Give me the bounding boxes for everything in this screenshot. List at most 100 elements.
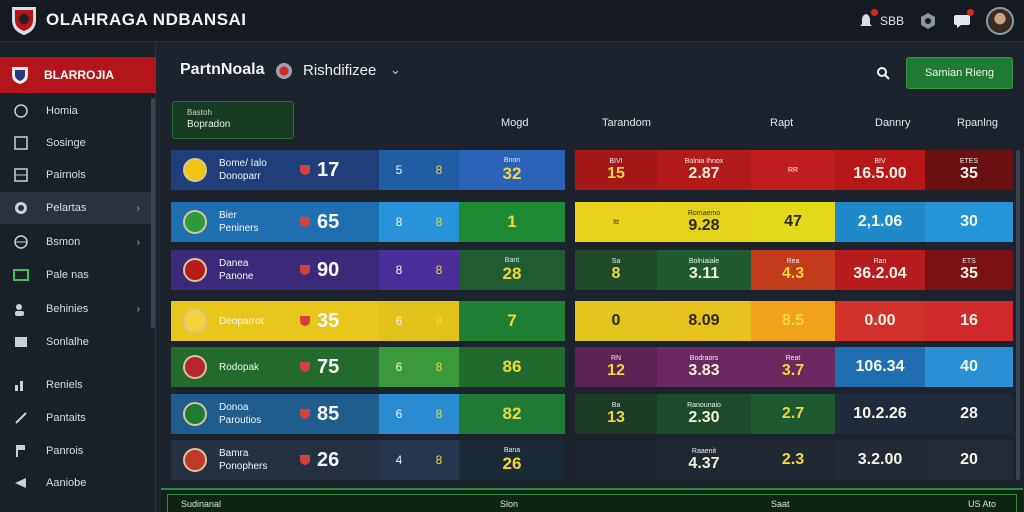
stat-cell: 40	[925, 347, 1013, 387]
column-header-rpanlng[interactable]: Rpanlng	[957, 117, 998, 129]
table-row[interactable]: Deoparrot 35 6 8 7	[171, 301, 565, 341]
score-cell: 35	[291, 301, 379, 341]
column-header-mogd[interactable]: Mogd	[501, 117, 529, 129]
sidebar-item[interactable]: Pantaits	[0, 402, 152, 434]
table-row[interactable]: BIVI 15 Bolnia Ihnox 2.87 RR BIV 16.5.00 ETES 35	[575, 150, 1013, 190]
team-flag-icon	[300, 165, 310, 175]
score-cell: 17	[291, 150, 379, 190]
stat-label: Sa	[611, 257, 621, 265]
pair-a: 5	[395, 163, 403, 177]
score-value: 90	[317, 258, 340, 281]
stat-cell: 3.2.00	[835, 440, 925, 480]
table-row[interactable]: Bome/ Ialo Donoparr 17 5 8 Bnon 32	[171, 150, 565, 190]
team-names: Bamra Ponophers	[219, 447, 267, 473]
pair-a: 4	[395, 453, 403, 467]
team-names: Deoparrot	[219, 315, 263, 328]
stat-label: RR	[787, 166, 799, 174]
stat-value: 8.09	[688, 312, 720, 329]
sidebar-item[interactable]: Panrois	[0, 435, 152, 467]
mogd-cell: Bana 26	[459, 440, 565, 480]
column-header-tarandom[interactable]: Tarandom	[602, 117, 651, 129]
stat-value: 3.11	[688, 264, 720, 282]
mogd-value: 1	[507, 212, 517, 231]
team-name-2: Donoparr	[219, 171, 261, 182]
table-row[interactable]: Sa 8 Bolniaiale 3.11 Rea 4.3 Ran 36.2.04 ETS 35	[575, 250, 1013, 290]
chevron-right-icon: ›	[136, 236, 140, 248]
sidebar-item[interactable]: Sonlalhe	[0, 326, 152, 358]
table-row[interactable]: Raaenit 4.37 2.3 3.2.00 20	[575, 440, 1013, 480]
stat-value: 0.00	[864, 312, 896, 329]
stat-label: Rea	[786, 257, 800, 265]
stat-cell: Romaemo 9.28	[657, 202, 751, 242]
stat-cell: 10.2.26	[835, 394, 925, 434]
team-cell: Donoa Paroutios	[171, 394, 291, 434]
sidebar-item-label: Pantaits	[46, 412, 86, 424]
action-button[interactable]: Samian Rieng	[906, 57, 1013, 89]
score-value: 35	[317, 309, 340, 332]
column-header-rapt[interactable]: Rapt	[770, 117, 794, 129]
pair-b: 8	[435, 163, 443, 177]
sidebar-item-label: Sonlalhe	[46, 336, 89, 348]
sidebar-item-label: Homia	[46, 105, 78, 117]
team-flag-icon	[300, 316, 310, 326]
search-icon[interactable]	[872, 62, 894, 84]
stat-value: 35	[960, 264, 978, 282]
sidebar-scrollbar[interactable]	[151, 98, 155, 328]
sidebar-item-label: Pairnols	[46, 169, 86, 181]
sidebar-item[interactable]: Aaniobe	[0, 467, 152, 499]
footer-frame	[167, 494, 1017, 512]
stat-value: 35	[960, 164, 978, 182]
sidebar-item[interactable]: Behinies ›	[0, 293, 152, 325]
stat-value: 2.7	[781, 405, 805, 422]
table-row[interactable]: Bamra Ponophers 26 4 8 Bana 26	[171, 440, 565, 480]
sidebar-item[interactable]: Reniels	[0, 369, 152, 401]
score-value: 65	[317, 210, 340, 233]
sidebar-item[interactable]: Homia	[0, 95, 152, 127]
sidebar-header[interactable]: BLARROJIA	[0, 57, 156, 93]
table-row[interactable]: RN 12 Bodraors 3.83 Reat 3.7 106.34 40	[575, 347, 1013, 387]
top-bar: OLAHRAGA NDBANSAI SBB	[0, 0, 1024, 42]
column-header-dannry[interactable]: Dannry	[875, 117, 911, 129]
table-row[interactable]: Itt Romaemo 9.28 47 2,1.06 30	[575, 202, 1013, 242]
home-icon	[12, 102, 30, 120]
sidebar-item[interactable]: Sosinge	[0, 127, 152, 159]
table-row[interactable]: Bier Peniners 65 8 8 1	[171, 202, 565, 242]
sidebar-item[interactable]: Bsmon ›	[0, 226, 152, 258]
stat-label: Bolniaiale	[688, 257, 720, 265]
chevron-down-icon[interactable]: ⌄	[390, 62, 401, 77]
user-avatar[interactable]	[986, 7, 1014, 35]
mogd-value: 7	[507, 311, 517, 330]
table-row[interactable]: Rodopak 75 6 8 86	[171, 347, 565, 387]
score-value: 26	[317, 448, 340, 471]
stat-cell: Ranounaio 2.30	[657, 394, 751, 434]
table-row[interactable]: Danea Panone 90 8 8 Bant 28	[171, 250, 565, 290]
notifications-button[interactable]: SBB	[856, 9, 904, 31]
page-title: PartnNoala	[180, 61, 265, 78]
sidebar-item[interactable]: Pairnols	[0, 159, 152, 191]
score-cell: 26	[291, 440, 379, 480]
sidebar-item[interactable]: Pale nas	[0, 259, 152, 291]
sidebar-item-label: Reniels	[46, 379, 83, 391]
team-name-1: Bome/ Ialo	[219, 158, 267, 169]
mogd-value: 32	[502, 163, 522, 183]
page-subtitle[interactable]: Rishdifizee	[303, 62, 377, 79]
team-name-2: Peniners	[219, 223, 259, 234]
chat-icon[interactable]	[952, 9, 974, 31]
table-row[interactable]: Ba 13 Ranounaio 2.30 2.7 10.2.26 28	[575, 394, 1013, 434]
settings-hex-icon[interactable]	[918, 11, 938, 31]
team-flag-icon	[300, 217, 310, 227]
stat-value: 4.3	[781, 264, 805, 282]
table-row[interactable]: Donoa Paroutios 85 6 8 82	[171, 394, 565, 434]
tab-bastoh[interactable]: Bastoh Bopradon	[172, 101, 294, 139]
table-row[interactable]: 0 8.09 8.5 0.00 16	[575, 301, 1013, 341]
stat-value: 30	[960, 213, 978, 230]
chevron-right-icon: ›	[136, 303, 140, 315]
content-scrollbar[interactable]	[1016, 150, 1020, 480]
sidebar-item[interactable]: Pelartas ›	[0, 192, 152, 224]
sidebar-item-label: Panrois	[46, 445, 84, 457]
stat-cell: Bolnia Ihnox 2.87	[657, 150, 751, 190]
stat-cell: BIVI 15	[575, 150, 657, 190]
stat-value: 13	[607, 408, 625, 426]
stat-cell: 0	[575, 301, 657, 341]
